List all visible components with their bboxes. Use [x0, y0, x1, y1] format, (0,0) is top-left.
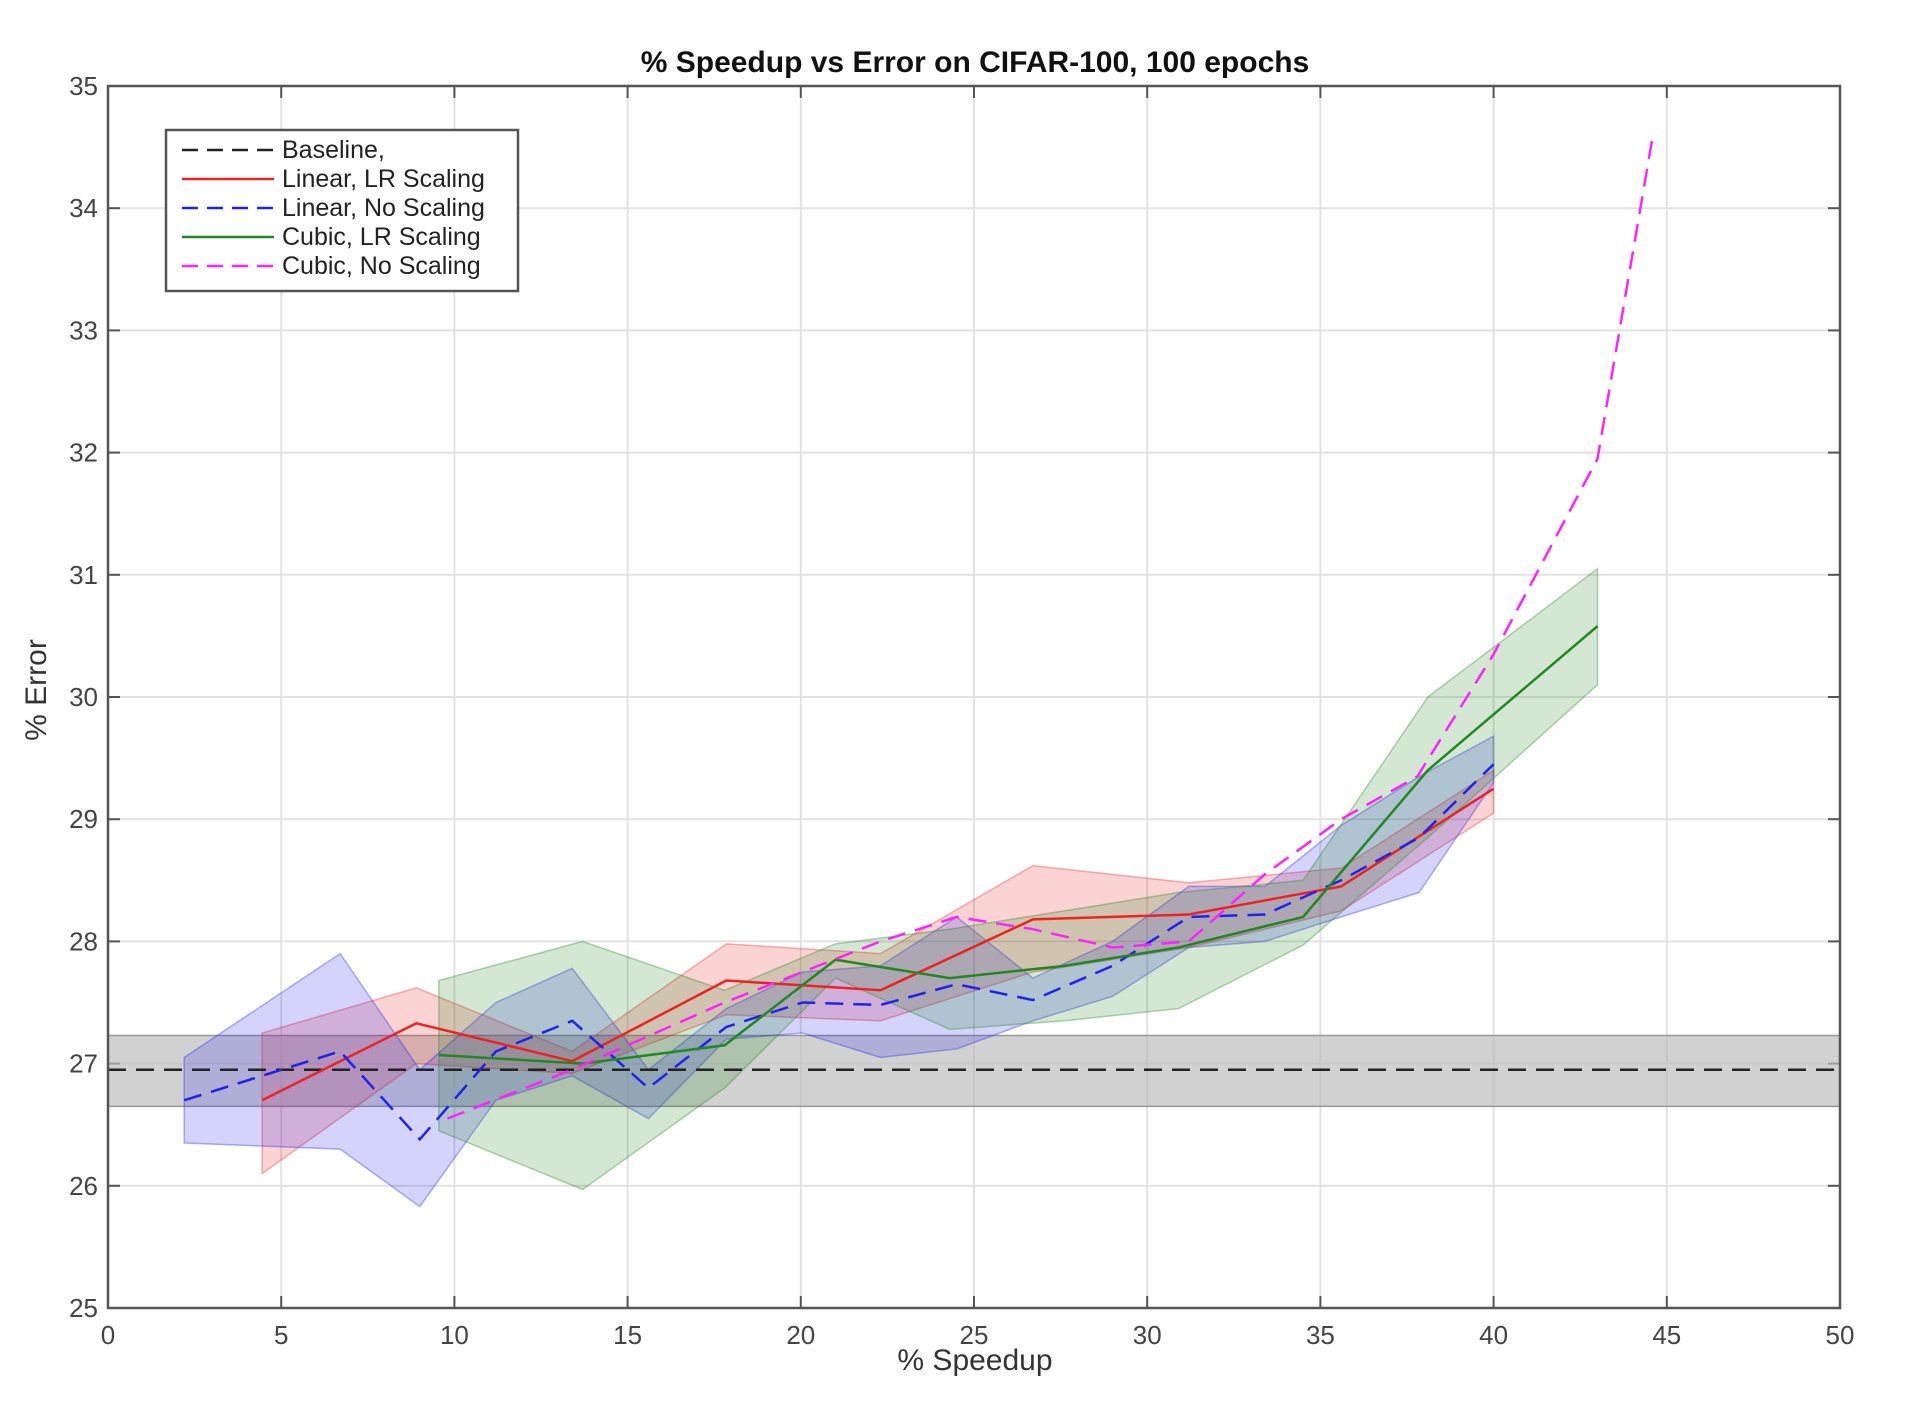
x-tick-label: 45: [1652, 1320, 1681, 1350]
line-cubic-no-scaling: [447, 134, 1655, 1120]
y-tick-label: 29: [69, 804, 98, 834]
y-tick-label: 26: [69, 1171, 98, 1201]
band-linear-lr-scaling: [261, 768, 1495, 1176]
x-tick-label: 50: [1826, 1320, 1855, 1350]
x-tick-label: 30: [1133, 1320, 1162, 1350]
series-lines: [108, 134, 1840, 1142]
line-linear-lr-scaling: [261, 787, 1495, 1102]
x-tick-label: 10: [440, 1320, 469, 1350]
plot-frame: [106, 84, 1842, 1310]
y-tick-label: 31: [69, 560, 98, 590]
confidence-bands: [107, 567, 1841, 1208]
line-linear-no-scaling: [183, 763, 1495, 1142]
legend-label: Linear, LR Scaling: [282, 165, 485, 193]
legend-label: Baseline,: [282, 136, 385, 164]
y-tick-label: 25: [69, 1293, 98, 1323]
chart-title: % Speedup vs Error on CIFAR-100, 100 epo…: [641, 46, 1310, 79]
x-tick-label: 5: [274, 1320, 288, 1350]
band-linear-no-scaling: [183, 734, 1495, 1208]
x-axis-label: % Speedup: [897, 1344, 1052, 1377]
legend-label: Cubic, LR Scaling: [282, 223, 481, 251]
y-axis-label: % Error: [20, 639, 53, 741]
x-tick-label: 20: [786, 1320, 815, 1350]
legend-label: Linear, No Scaling: [282, 194, 485, 222]
x-tick-label: 25: [960, 1320, 989, 1350]
y-tick-label: 27: [69, 1049, 98, 1079]
y-tick-label: 30: [69, 682, 98, 712]
y-tick-label: 35: [69, 71, 98, 101]
band-cubic-lr-scaling: [438, 567, 1599, 1191]
x-tick-label: 0: [101, 1320, 115, 1350]
legend-box: [164, 128, 520, 293]
y-tick-label: 28: [69, 926, 98, 956]
line-cubic-lr-scaling: [438, 625, 1599, 1065]
x-tick-label: 15: [613, 1320, 642, 1350]
legend-label: Cubic, No Scaling: [282, 252, 481, 280]
y-tick-label: 32: [69, 438, 98, 468]
x-tick-label: 35: [1306, 1320, 1335, 1350]
y-tick-label: 34: [69, 193, 98, 223]
tick-labels: 0 5 10 15 20 25 30 35 40 45 50 25 26 27 28 29 30 31 32 33 34…: [69, 71, 1854, 1350]
x-tick-label: 40: [1479, 1320, 1508, 1350]
y-tick-label: 33: [69, 315, 98, 345]
